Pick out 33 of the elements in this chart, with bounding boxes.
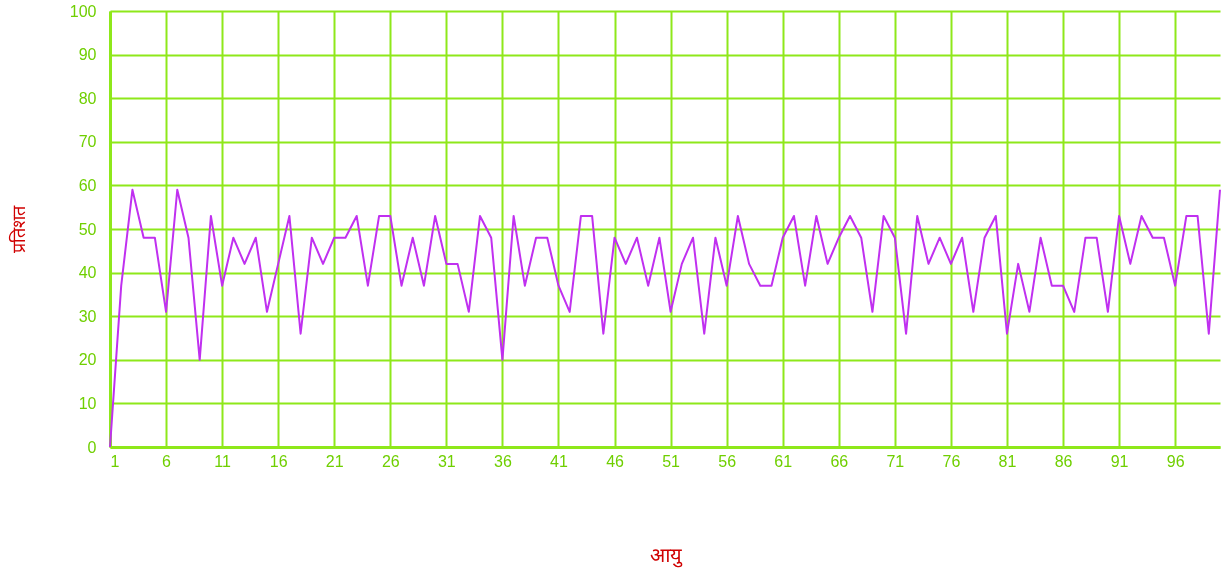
y-tick-label: 50 <box>78 220 97 238</box>
x-tick-label: 1 <box>110 452 120 470</box>
y-tick-label: 10 <box>78 394 97 412</box>
x-tick-label: 26 <box>381 452 400 470</box>
x-tick-label: 71 <box>886 452 905 470</box>
x-tick-label: 81 <box>998 452 1017 470</box>
y-tick-label: 0 <box>87 438 97 456</box>
y-tick-label: 60 <box>78 176 97 194</box>
x-tick-label: 6 <box>162 452 172 470</box>
x-tick-label: 31 <box>437 452 456 470</box>
x-tick-label: 76 <box>942 452 961 470</box>
x-tick-label: 56 <box>718 452 737 470</box>
y-tick-label: 90 <box>78 46 97 64</box>
x-tick-label: 21 <box>325 452 344 470</box>
x-tick-label: 16 <box>269 452 288 470</box>
x-tick-label: 96 <box>1166 452 1185 470</box>
x-tick-label: 41 <box>550 452 568 470</box>
y-tick-label: 80 <box>78 89 97 107</box>
x-tick-label: 86 <box>1054 452 1073 470</box>
x-tick-label: 91 <box>1110 452 1129 470</box>
y-axis-title: प्रतिशत <box>7 205 29 253</box>
x-tick-label: 61 <box>774 452 793 470</box>
x-tick-label: 66 <box>830 452 849 470</box>
x-tick-label: 51 <box>662 452 681 470</box>
x-tick-label: 36 <box>494 452 512 470</box>
y-tick-label: 30 <box>78 307 97 325</box>
y-tick-label: 70 <box>78 133 97 151</box>
y-tick-label: 20 <box>78 351 97 369</box>
x-axis-title: आयु <box>649 542 683 568</box>
y-tick-label: 40 <box>78 264 97 282</box>
y-tick-label: 100 <box>69 2 97 20</box>
x-tick-label: 11 <box>214 452 232 470</box>
x-tick-label: 46 <box>606 452 625 470</box>
